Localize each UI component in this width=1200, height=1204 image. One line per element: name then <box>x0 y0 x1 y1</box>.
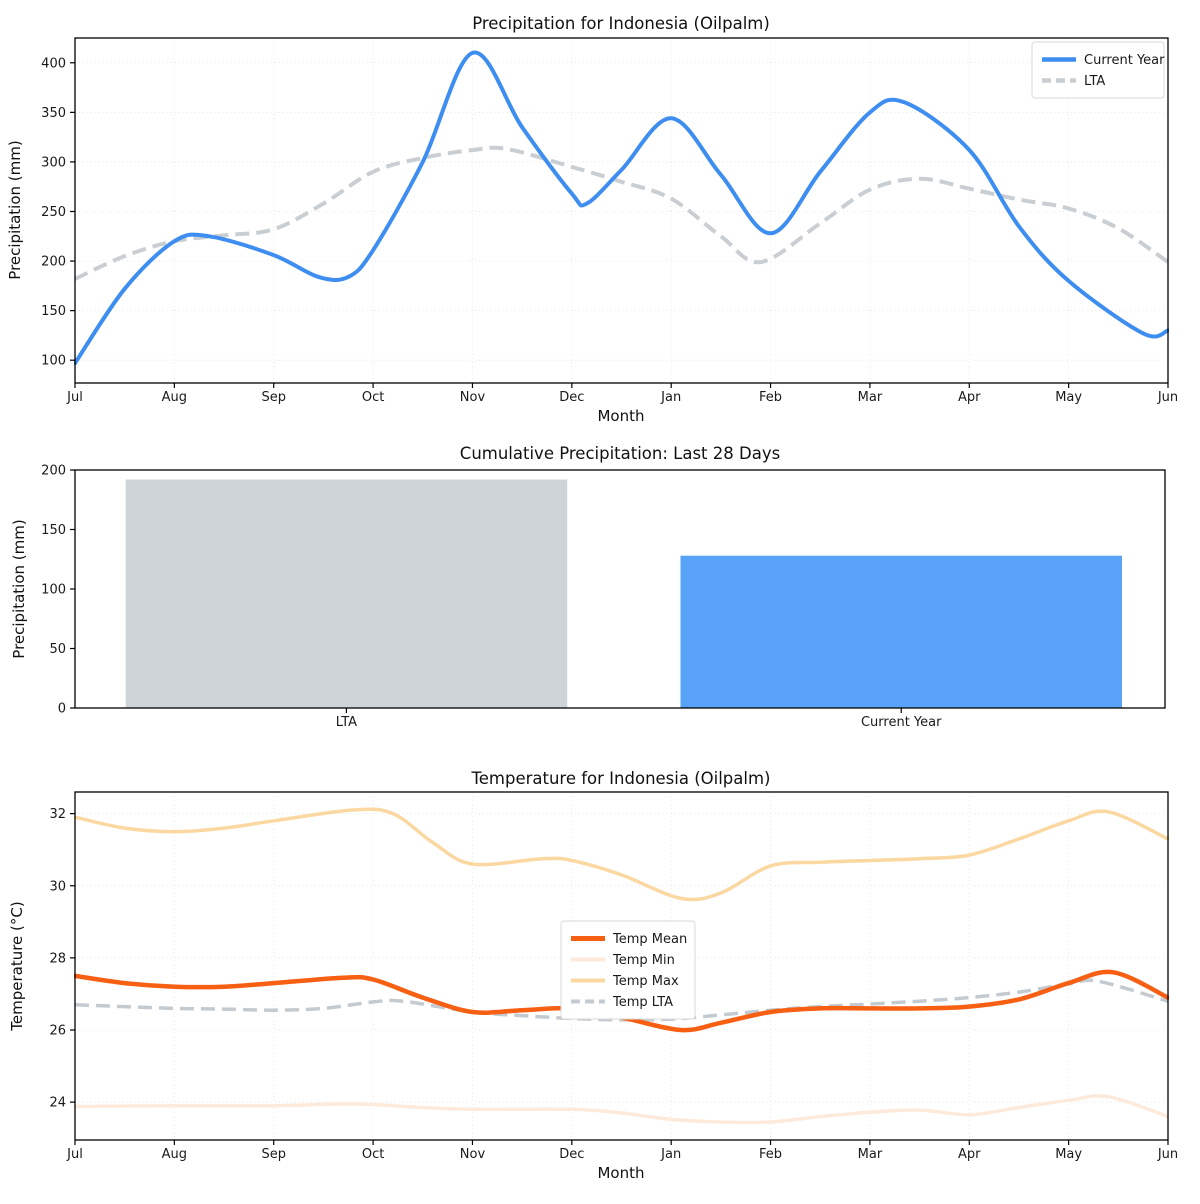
cumulative-yaxis-label: Precipitation (mm) <box>10 519 28 658</box>
x-tick-label: May <box>1055 390 1082 405</box>
x-tick-label: Jun <box>1157 1147 1178 1162</box>
lta-line <box>74 145 1169 281</box>
x-tick-label: Mar <box>858 1147 883 1162</box>
x-tick-label: Dec <box>559 390 584 405</box>
x-tick-label: Nov <box>460 390 486 405</box>
temperature-chart-title: Temperature for Indonesia (Oilpalm) <box>470 769 770 788</box>
x-tick-label: Aug <box>162 390 187 405</box>
x-tick-label: Jun <box>1157 390 1178 405</box>
y-tick-label: 24 <box>49 1096 66 1111</box>
y-tick-label: 200 <box>41 464 66 479</box>
x-tick-label: Oct <box>362 390 384 405</box>
y-tick-label: 32 <box>49 807 66 822</box>
y-tick-label: 100 <box>41 583 66 598</box>
y-tick-label: 50 <box>49 642 66 657</box>
precipitation-line-chart: 100 150 200 250 300 350 400 Jul Aug Sep Oct Nov Dec J… <box>6 14 1178 425</box>
temp-min-legend-label: Temp Min <box>612 953 675 968</box>
y-tick-label: 200 <box>41 255 66 270</box>
x-tick-label: Oct <box>362 1147 384 1162</box>
x-tick-label: LTA <box>336 715 357 730</box>
x-tick-label: Aug <box>162 1147 187 1162</box>
precipitation-chart-title: Precipitation for Indonesia (Oilpalm) <box>472 14 770 33</box>
bar-current-year <box>680 555 1122 708</box>
plot-border <box>74 791 1169 1141</box>
temp-max-line <box>74 807 1169 902</box>
x-tick-label: Feb <box>759 390 782 405</box>
x-tick-label: Jan <box>660 390 681 405</box>
precipitation-xaxis-label: Month <box>597 407 644 425</box>
y-tick-label: 150 <box>41 304 66 319</box>
x-tick-label: Apr <box>958 1147 981 1162</box>
y-tick-label: 400 <box>41 56 66 71</box>
x-tick-label: Apr <box>958 390 981 405</box>
y-tick-label: 250 <box>41 205 66 220</box>
y-tick-label: 300 <box>41 155 66 170</box>
y-tick-label: 100 <box>41 354 66 369</box>
temperature-line-chart: 24 26 28 30 32 Jul Aug Sep Oct Nov Dec Jan Feb Mar Apr… <box>8 769 1178 1182</box>
temp-max-legend-label: Temp Max <box>612 974 679 989</box>
temperature-yaxis-label: Temperature (°C) <box>8 901 26 1031</box>
temp-lta-legend-label: Temp LTA <box>612 995 673 1010</box>
y-tick-label: 28 <box>49 951 66 966</box>
legend <box>560 920 696 1020</box>
temperature-xaxis-label: Month <box>597 1164 644 1182</box>
plot-border <box>74 469 1166 709</box>
bar-lta <box>125 479 568 708</box>
y-tick-label: 26 <box>49 1024 66 1039</box>
plot-border <box>74 37 1169 384</box>
current-year-legend-label: Current Year <box>1084 53 1165 68</box>
legend <box>1031 41 1165 99</box>
y-tick-label: 0 <box>58 702 66 717</box>
x-tick-label: Current Year <box>861 715 942 730</box>
cumulative-precipitation-bar-chart: 0 50 100 150 200 LTA Current Year Cumulative P… <box>10 444 1166 730</box>
precipitation-yaxis-label: Precipitation (mm) <box>6 140 24 279</box>
temp-mean-legend-label: Temp Mean <box>612 932 687 947</box>
x-tick-label: Jan <box>660 1147 681 1162</box>
x-tick-label: Dec <box>559 1147 584 1162</box>
x-tick-label: Jul <box>66 1147 83 1162</box>
cumulative-chart-title: Cumulative Precipitation: Last 28 Days <box>460 444 780 463</box>
x-tick-label: Jul <box>66 390 83 405</box>
lta-legend-label: LTA <box>1084 74 1105 89</box>
temp-lta-line <box>74 978 1169 1022</box>
y-tick-label: 350 <box>41 106 66 121</box>
x-tick-label: May <box>1055 1147 1082 1162</box>
temp-min-line <box>74 1094 1169 1125</box>
y-tick-label: 30 <box>49 879 66 894</box>
x-tick-label: Sep <box>261 1147 286 1162</box>
x-tick-label: Sep <box>261 390 286 405</box>
x-tick-label: Mar <box>858 390 883 405</box>
current-year-line <box>74 50 1169 366</box>
x-tick-label: Nov <box>460 1147 486 1162</box>
x-tick-label: Feb <box>759 1147 782 1162</box>
y-tick-label: 150 <box>41 523 66 538</box>
